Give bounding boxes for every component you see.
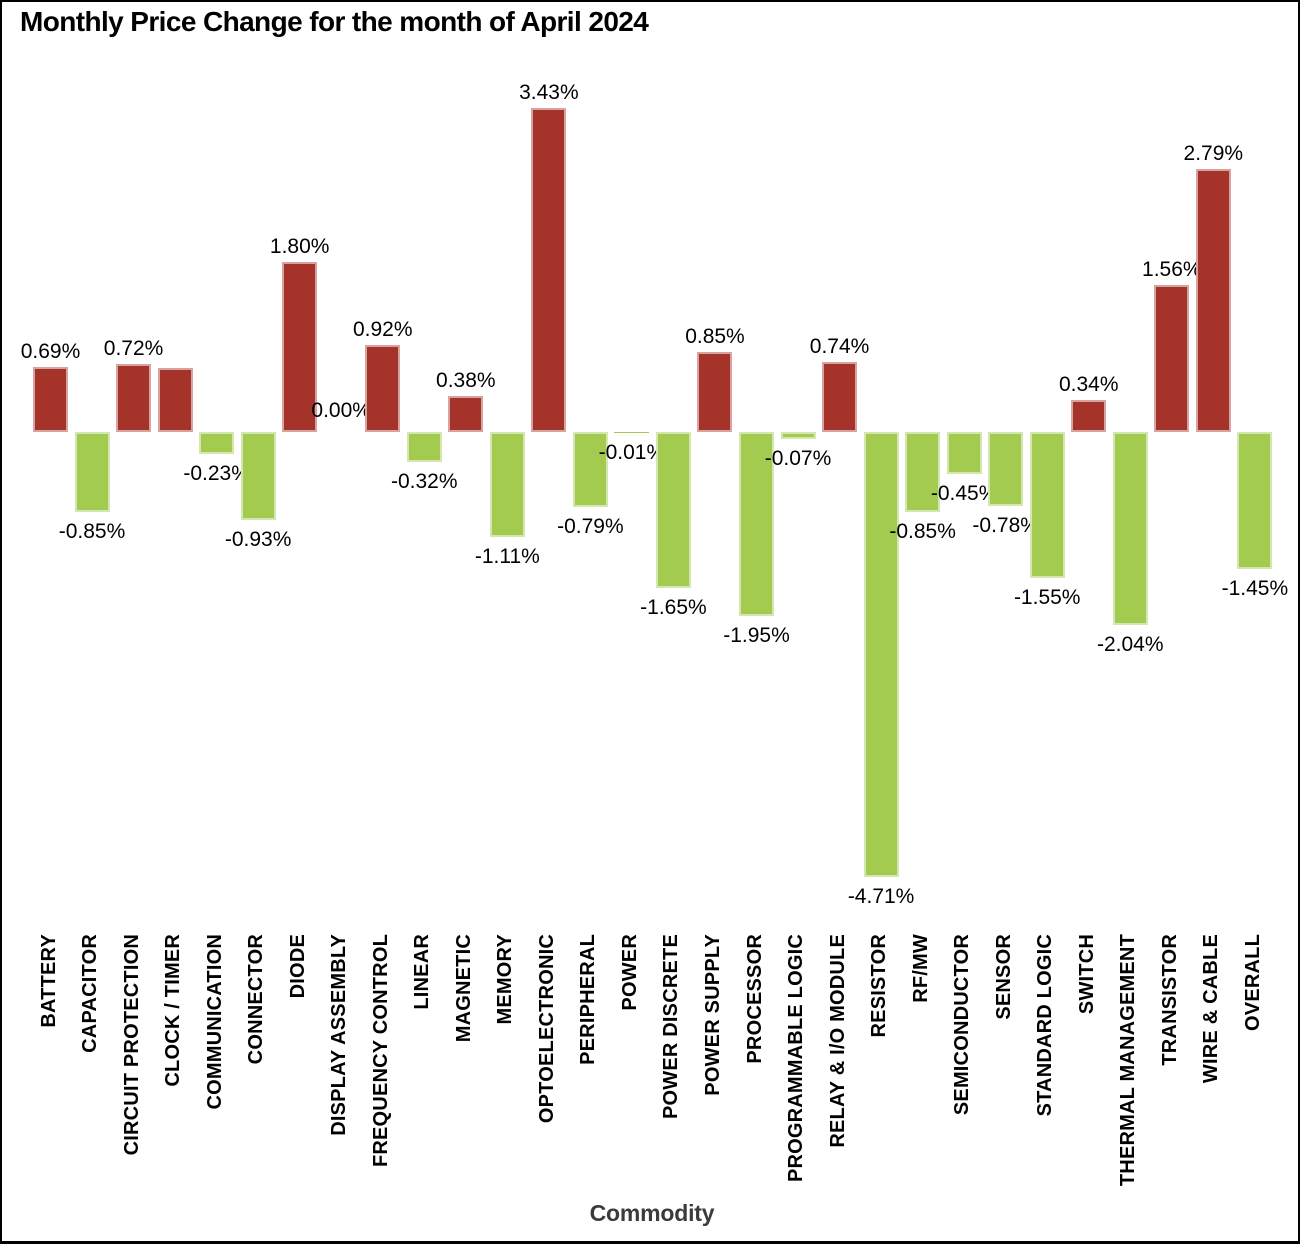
x-tick-label-frequency-control: FREQUENCY CONTROL (369, 934, 392, 1168)
bar-battery (33, 366, 68, 432)
bar-switch (1071, 399, 1107, 432)
bar-optoelectronic (531, 108, 567, 432)
value-label-rf-mw: -0.85% (889, 520, 956, 544)
value-label-switch: 0.34% (1058, 372, 1119, 396)
bar-relay-i-o-module (822, 362, 858, 432)
x-tick-label-standard-logic: STANDARD LOGIC (1034, 934, 1057, 1117)
bar-power-discrete (655, 432, 691, 588)
value-label-wire-cable: 2.79% (1183, 141, 1244, 165)
bar-sensor (988, 432, 1024, 506)
bar-standard-logic (1029, 432, 1065, 579)
value-label-display-assembly: 0.00% (311, 399, 371, 422)
value-label-overall: -1.45% (1221, 576, 1289, 600)
bar-capacitor (74, 432, 110, 513)
value-label-linear: -0.32% (390, 470, 458, 494)
bar-magnetic (448, 396, 484, 432)
bar-clock-timer (157, 367, 193, 432)
bar-communication (199, 432, 235, 454)
bar-connector (240, 432, 276, 520)
value-label-memory: -1.11% (474, 544, 540, 568)
x-tick-label-power-discrete: POWER DISCRETE (660, 934, 683, 1120)
value-label-programmable-logic: -0.07% (764, 446, 832, 470)
value-label-magnetic: 0.38% (436, 369, 496, 393)
bar-circuit-protection (116, 364, 152, 432)
value-label-transistor: 1.56% (1142, 257, 1202, 281)
bar-frequency-control (365, 345, 401, 432)
value-label-power: -0.01% (598, 440, 666, 464)
value-label-relay-i-o-module: 0.74% (809, 335, 870, 359)
value-label-circuit-protection: 0.72% (103, 337, 164, 361)
x-tick-label-overall: OVERALL (1241, 934, 1264, 1031)
x-tick-label-transistor: TRANSISTOR (1158, 934, 1181, 1066)
x-tick-label-connector: CONNECTOR (245, 934, 268, 1065)
value-label-communication: -0.23% (183, 461, 250, 485)
x-tick-label-capacitor: CAPACITOR (79, 934, 102, 1053)
x-tick-label-circuit-protection: CIRCUIT PROTECTION (120, 934, 143, 1156)
x-tick-label-power: POWER (618, 934, 641, 1011)
x-tick-label-diode: DIODE (286, 934, 309, 999)
bar-memory (489, 432, 525, 537)
value-label-diode: 1.80% (269, 235, 330, 259)
x-tick-label-communication: COMMUNICATION (203, 934, 226, 1110)
bar-overall (1237, 432, 1273, 569)
bar-rf-mw (905, 432, 941, 513)
x-tick-label-sensor: SENSOR (992, 934, 1015, 1020)
value-label-processor: -1.95% (723, 624, 790, 648)
x-tick-label-linear: LINEAR (411, 934, 434, 1010)
bar-transistor (1154, 284, 1190, 432)
x-tick-label-thermal-management: THERMAL MANAGEMENT (1117, 934, 1140, 1187)
bar-resistor (863, 432, 899, 877)
value-label-thermal-management: -2.04% (1096, 632, 1164, 656)
value-label-power-discrete: -1.65% (640, 595, 707, 619)
bar-power (614, 432, 650, 433)
x-tick-label-battery: BATTERY (37, 934, 60, 1028)
x-tick-label-memory: MEMORY (494, 934, 517, 1025)
value-label-frequency-control: 0.92% (352, 318, 413, 342)
bar-programmable-logic (780, 432, 816, 439)
x-tick-label-programmable-logic: PROGRAMMABLE LOGIC (785, 934, 808, 1183)
bar-linear (406, 432, 442, 463)
x-axis-title: Commodity (589, 1200, 715, 1226)
bar-thermal-management (1112, 432, 1148, 625)
x-tick-label-power-supply: POWER SUPPLY (701, 934, 724, 1096)
bar-diode (282, 262, 318, 432)
bar-processor (739, 432, 774, 617)
x-tick-label-processor: PROCESSOR (743, 934, 766, 1064)
x-tick-label-resistor: RESISTOR (868, 934, 891, 1038)
value-label-semiconductor: -0.45% (930, 482, 998, 506)
x-tick-label-clock-timer: CLOCK / TIMER (162, 934, 185, 1087)
x-tick-label-semiconductor: SEMICONDUCTOR (951, 934, 974, 1116)
value-label-capacitor: -0.85% (58, 520, 126, 544)
value-label-resistor: -4.71% (847, 884, 915, 908)
x-tick-label-rf-mw: RF/MW (909, 934, 932, 1003)
bar-power-supply (697, 351, 733, 432)
value-label-sensor: -0.78% (972, 513, 1039, 537)
x-tick-label-switch: SWITCH (1075, 934, 1098, 1015)
bar-peripheral (572, 432, 608, 507)
value-label-connector: -0.93% (224, 527, 292, 551)
x-tick-label-peripheral: PERIPHERAL (577, 934, 600, 1065)
x-tick-label-optoelectronic: OPTOELECTRONIC (535, 934, 558, 1124)
chart-title: Monthly Price Change for the month of Ap… (20, 6, 649, 37)
x-tick-label-display-assembly: DISPLAY ASSEMBLY (328, 934, 351, 1136)
bar-wire-cable (1195, 168, 1231, 432)
value-label-battery: 0.69% (20, 339, 81, 363)
value-label-standard-logic: -1.55% (1013, 586, 1081, 610)
value-label-optoelectronic: 3.43% (519, 81, 579, 105)
x-tick-label-wire-cable: WIRE & CABLE (1200, 934, 1223, 1084)
value-label-peripheral: -0.79% (557, 514, 624, 538)
x-tick-label-magnetic: MAGNETIC (452, 934, 475, 1043)
x-tick-label-relay-i-o-module: RELAY & I/O MODULE (826, 934, 849, 1148)
bar-semiconductor (946, 432, 982, 475)
value-label-power-supply: 0.85% (685, 324, 745, 348)
